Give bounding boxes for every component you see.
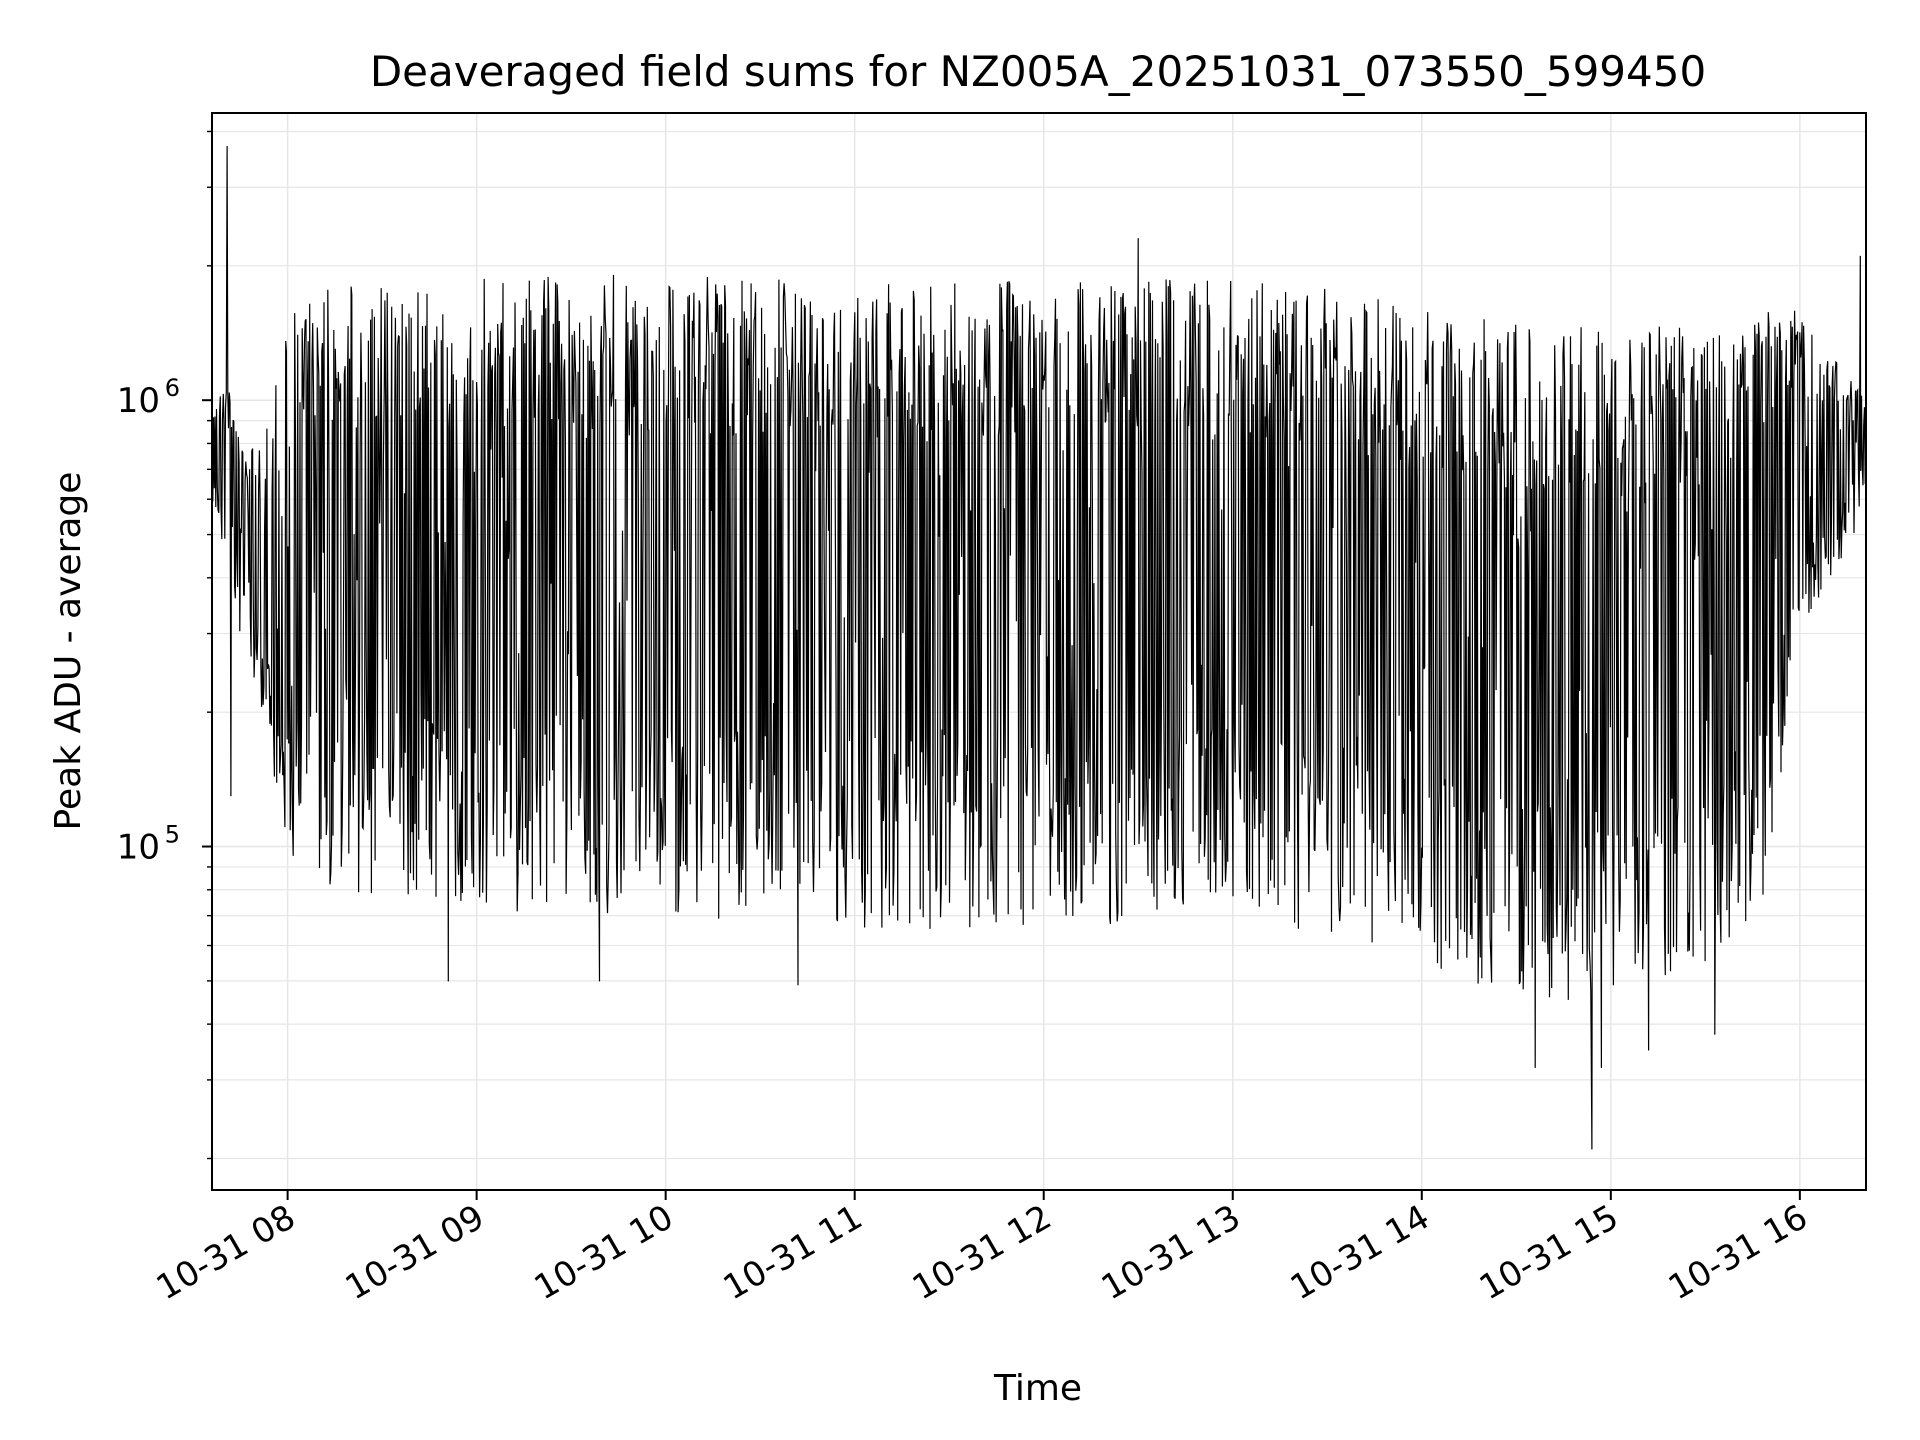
spike-point <box>1714 1033 1716 1035</box>
spike-point <box>1859 255 1861 257</box>
spike-point <box>447 980 449 982</box>
series-line <box>211 146 1867 1150</box>
x-axis-label: Time <box>993 1368 1082 1409</box>
spike-point <box>1591 1148 1593 1150</box>
spike-point <box>1600 1066 1602 1068</box>
spike-point <box>230 795 232 797</box>
y-axis-label: Peak ADU - average <box>48 472 89 831</box>
spike-point <box>797 984 799 986</box>
y-tick-exponent: 5 <box>165 821 180 849</box>
y-tick-label: 10 <box>117 381 160 421</box>
plot-frame <box>211 112 1867 1191</box>
spike-point <box>598 980 601 982</box>
spike-point <box>226 145 228 148</box>
chart-title: Deaveraged field sums for NZ005A_2025103… <box>370 47 1706 96</box>
spike-point <box>1137 238 1139 240</box>
series-line-group <box>211 145 1867 1150</box>
y-tick-exponent: 6 <box>165 374 180 402</box>
y-tick-label: 10 <box>117 828 160 868</box>
spike-point <box>1648 1049 1650 1051</box>
spike-point <box>1534 1066 1536 1068</box>
